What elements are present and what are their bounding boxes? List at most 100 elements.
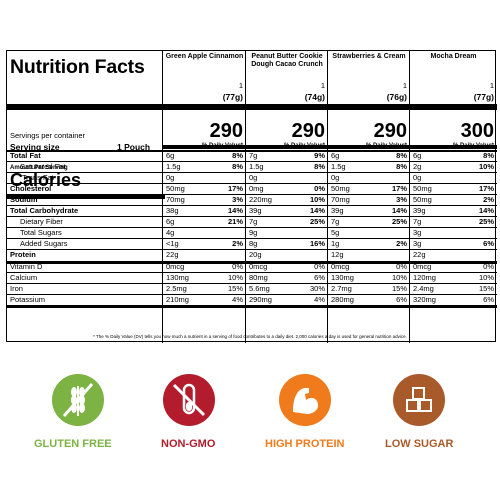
row-divider: [328, 205, 410, 206]
row-divider: [410, 205, 497, 206]
flavor-name: Mocha Dream: [430, 53, 477, 60]
nutrient-amount: 1.5g: [166, 162, 181, 171]
nutrient-amount: 7g: [413, 217, 422, 226]
row-divider: [410, 161, 497, 162]
nutrient-amount: 6g: [166, 217, 175, 226]
nutrient-label: Dietary Fiber: [20, 217, 63, 226]
badge-label: LOW SUGAR: [385, 438, 454, 450]
servings-value: 1: [238, 81, 243, 90]
nutrient-label: Trans Fat: [22, 173, 54, 182]
nutrient-amount: 50mg: [166, 184, 185, 193]
flavor-name: Peanut Butter Cookie Dough Cacao Crunch: [251, 53, 323, 68]
row-divider: [410, 294, 497, 295]
nutrient-amount: 80mg: [249, 273, 268, 282]
row-divider: [246, 238, 328, 239]
row-divider: [328, 183, 410, 184]
nutrient-daily-percent: 8%: [396, 151, 407, 160]
nutrient-label: Total Fat: [10, 151, 41, 160]
nutrient-daily-percent: 10%: [391, 273, 407, 282]
nutrient-amount: 2.7mg: [331, 284, 352, 293]
nutrient-daily-percent: 14%: [227, 206, 243, 215]
serving-size-label: Serving size: [10, 142, 60, 152]
nutrient-daily-percent: 10%: [309, 195, 325, 204]
calories-value: 300: [460, 120, 494, 142]
nutrient-amount: 0g: [413, 173, 422, 182]
row-divider: [328, 161, 410, 162]
nutrient-amount: 2.4mg: [413, 284, 434, 293]
nutrient-amount: 4g: [166, 228, 175, 237]
flexed-arm-icon: [293, 388, 319, 414]
row-divider: [163, 227, 246, 228]
row-divider: [410, 151, 497, 152]
row-divider: [163, 194, 246, 195]
nutrient-daily-percent: 3%: [232, 195, 243, 204]
nutrient-amount: 50mg: [413, 195, 432, 204]
thick-divider: [410, 104, 497, 110]
nutrient-daily-percent: 9%: [314, 151, 325, 160]
servings-value: 1: [489, 81, 494, 90]
row-divider: [246, 183, 328, 184]
nutrient-label: Vitamin D: [10, 262, 43, 271]
nutrient-amount: 1g: [331, 239, 340, 248]
thick-divider: [410, 305, 497, 308]
serving-size-grams: (74g): [304, 92, 325, 102]
row-divider: [246, 272, 328, 273]
nutrient-label: Saturated Fat: [20, 162, 66, 171]
nutrient-daily-percent: 14%: [478, 206, 494, 215]
badge-high-protein: [279, 374, 331, 426]
thick-divider: [328, 305, 410, 308]
nutrient-amount: 2.5mg: [166, 284, 187, 293]
nutrient-amount: 7g: [331, 217, 340, 226]
thick-divider: [163, 104, 246, 110]
row-divider: [7, 216, 165, 217]
nutrient-amount: 5g: [331, 228, 340, 237]
row-divider: [246, 227, 328, 228]
nutrient-amount: 0g: [166, 173, 175, 182]
nutrient-amount: 6g: [166, 151, 175, 160]
nutrient-amount: 20g: [249, 250, 262, 259]
nutrient-daily-percent: 8%: [314, 162, 325, 171]
nutrient-amount: <1g: [166, 239, 179, 248]
serving-size-grams: (77g): [222, 92, 243, 102]
row-divider: [246, 294, 328, 295]
nutrient-label: Iron: [10, 284, 23, 293]
thick-divider: [328, 104, 410, 110]
nutrient-daily-percent: 14%: [391, 206, 407, 215]
thick-divider: [246, 305, 328, 308]
test-tube-icon: [172, 383, 206, 417]
row-divider: [163, 238, 246, 239]
nutrient-amount: 0mg: [249, 184, 264, 193]
nutrient-daily-percent: 0%: [314, 184, 325, 193]
row-divider: [246, 283, 328, 284]
nutrient-daily-percent: 2%: [483, 195, 494, 204]
nutrient-daily-percent: 0%: [314, 262, 325, 271]
thick-divider: [163, 145, 246, 149]
nutrient-amount: 9g: [249, 228, 258, 237]
nutrient-daily-percent: 10%: [478, 273, 494, 282]
nutrient-amount: 39g: [413, 206, 426, 215]
row-divider: [328, 238, 410, 239]
serving-size-value: 1 Pouch: [117, 142, 151, 152]
nutrient-label: Total Sugars: [20, 228, 62, 237]
badge-label: NON-GMO: [161, 438, 216, 450]
row-divider: [163, 283, 246, 284]
nutrient-amount: 0mcg: [249, 262, 268, 271]
row-divider: [410, 216, 497, 217]
row-divider: [7, 238, 165, 239]
nutrient-daily-percent: 6%: [314, 273, 325, 282]
nutrient-amount: 220mg: [249, 195, 272, 204]
row-divider: [163, 161, 246, 162]
row-divider: [163, 183, 246, 184]
row-divider: [410, 238, 497, 239]
nutrition-facts-panel: Nutrition Facts Servings per container S…: [6, 50, 497, 343]
nutrient-label: Sodium: [10, 195, 38, 204]
nutrient-amount: 3g: [413, 239, 422, 248]
row-divider: [246, 172, 328, 173]
row-divider: [410, 283, 497, 284]
daily-value-header: % Daily Value*: [283, 143, 325, 149]
row-divider: [328, 272, 410, 273]
row-divider: [163, 272, 246, 273]
nutrient-amount: 22g: [166, 250, 179, 259]
nutrient-daily-percent: 2%: [232, 239, 243, 248]
servings-value: 1: [402, 81, 407, 90]
